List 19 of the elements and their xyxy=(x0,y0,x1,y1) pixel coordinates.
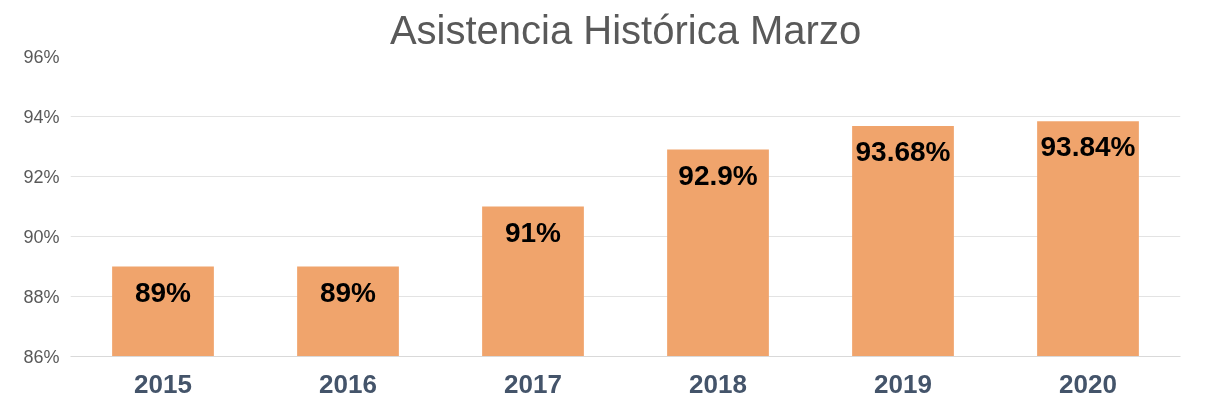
x-tick-label: 2019 xyxy=(874,368,932,399)
data-label: 93.68% xyxy=(855,136,951,168)
data-label: 92.9% xyxy=(678,159,758,191)
y-tick-label: 86% xyxy=(23,346,60,367)
data-label: 91% xyxy=(504,216,562,248)
y-tick-label: 88% xyxy=(23,286,60,307)
x-tick-label: 2020 xyxy=(1059,368,1117,399)
y-tick-label: 92% xyxy=(23,166,60,187)
y-tick-label: 94% xyxy=(23,106,60,127)
y-tick-label: 90% xyxy=(23,226,60,247)
x-tick-label: 2017 xyxy=(504,368,562,399)
y-tick-label: 96% xyxy=(23,46,60,67)
x-tick-label: 2016 xyxy=(319,368,377,399)
chart-title: Asistencia Histórica Marzo xyxy=(389,7,862,52)
x-tick-label: 2015 xyxy=(134,368,192,399)
data-label: 89% xyxy=(134,276,192,308)
data-label: 89% xyxy=(319,276,377,308)
data-label: 93.84% xyxy=(1040,131,1136,163)
x-tick-label: 2018 xyxy=(689,368,747,399)
